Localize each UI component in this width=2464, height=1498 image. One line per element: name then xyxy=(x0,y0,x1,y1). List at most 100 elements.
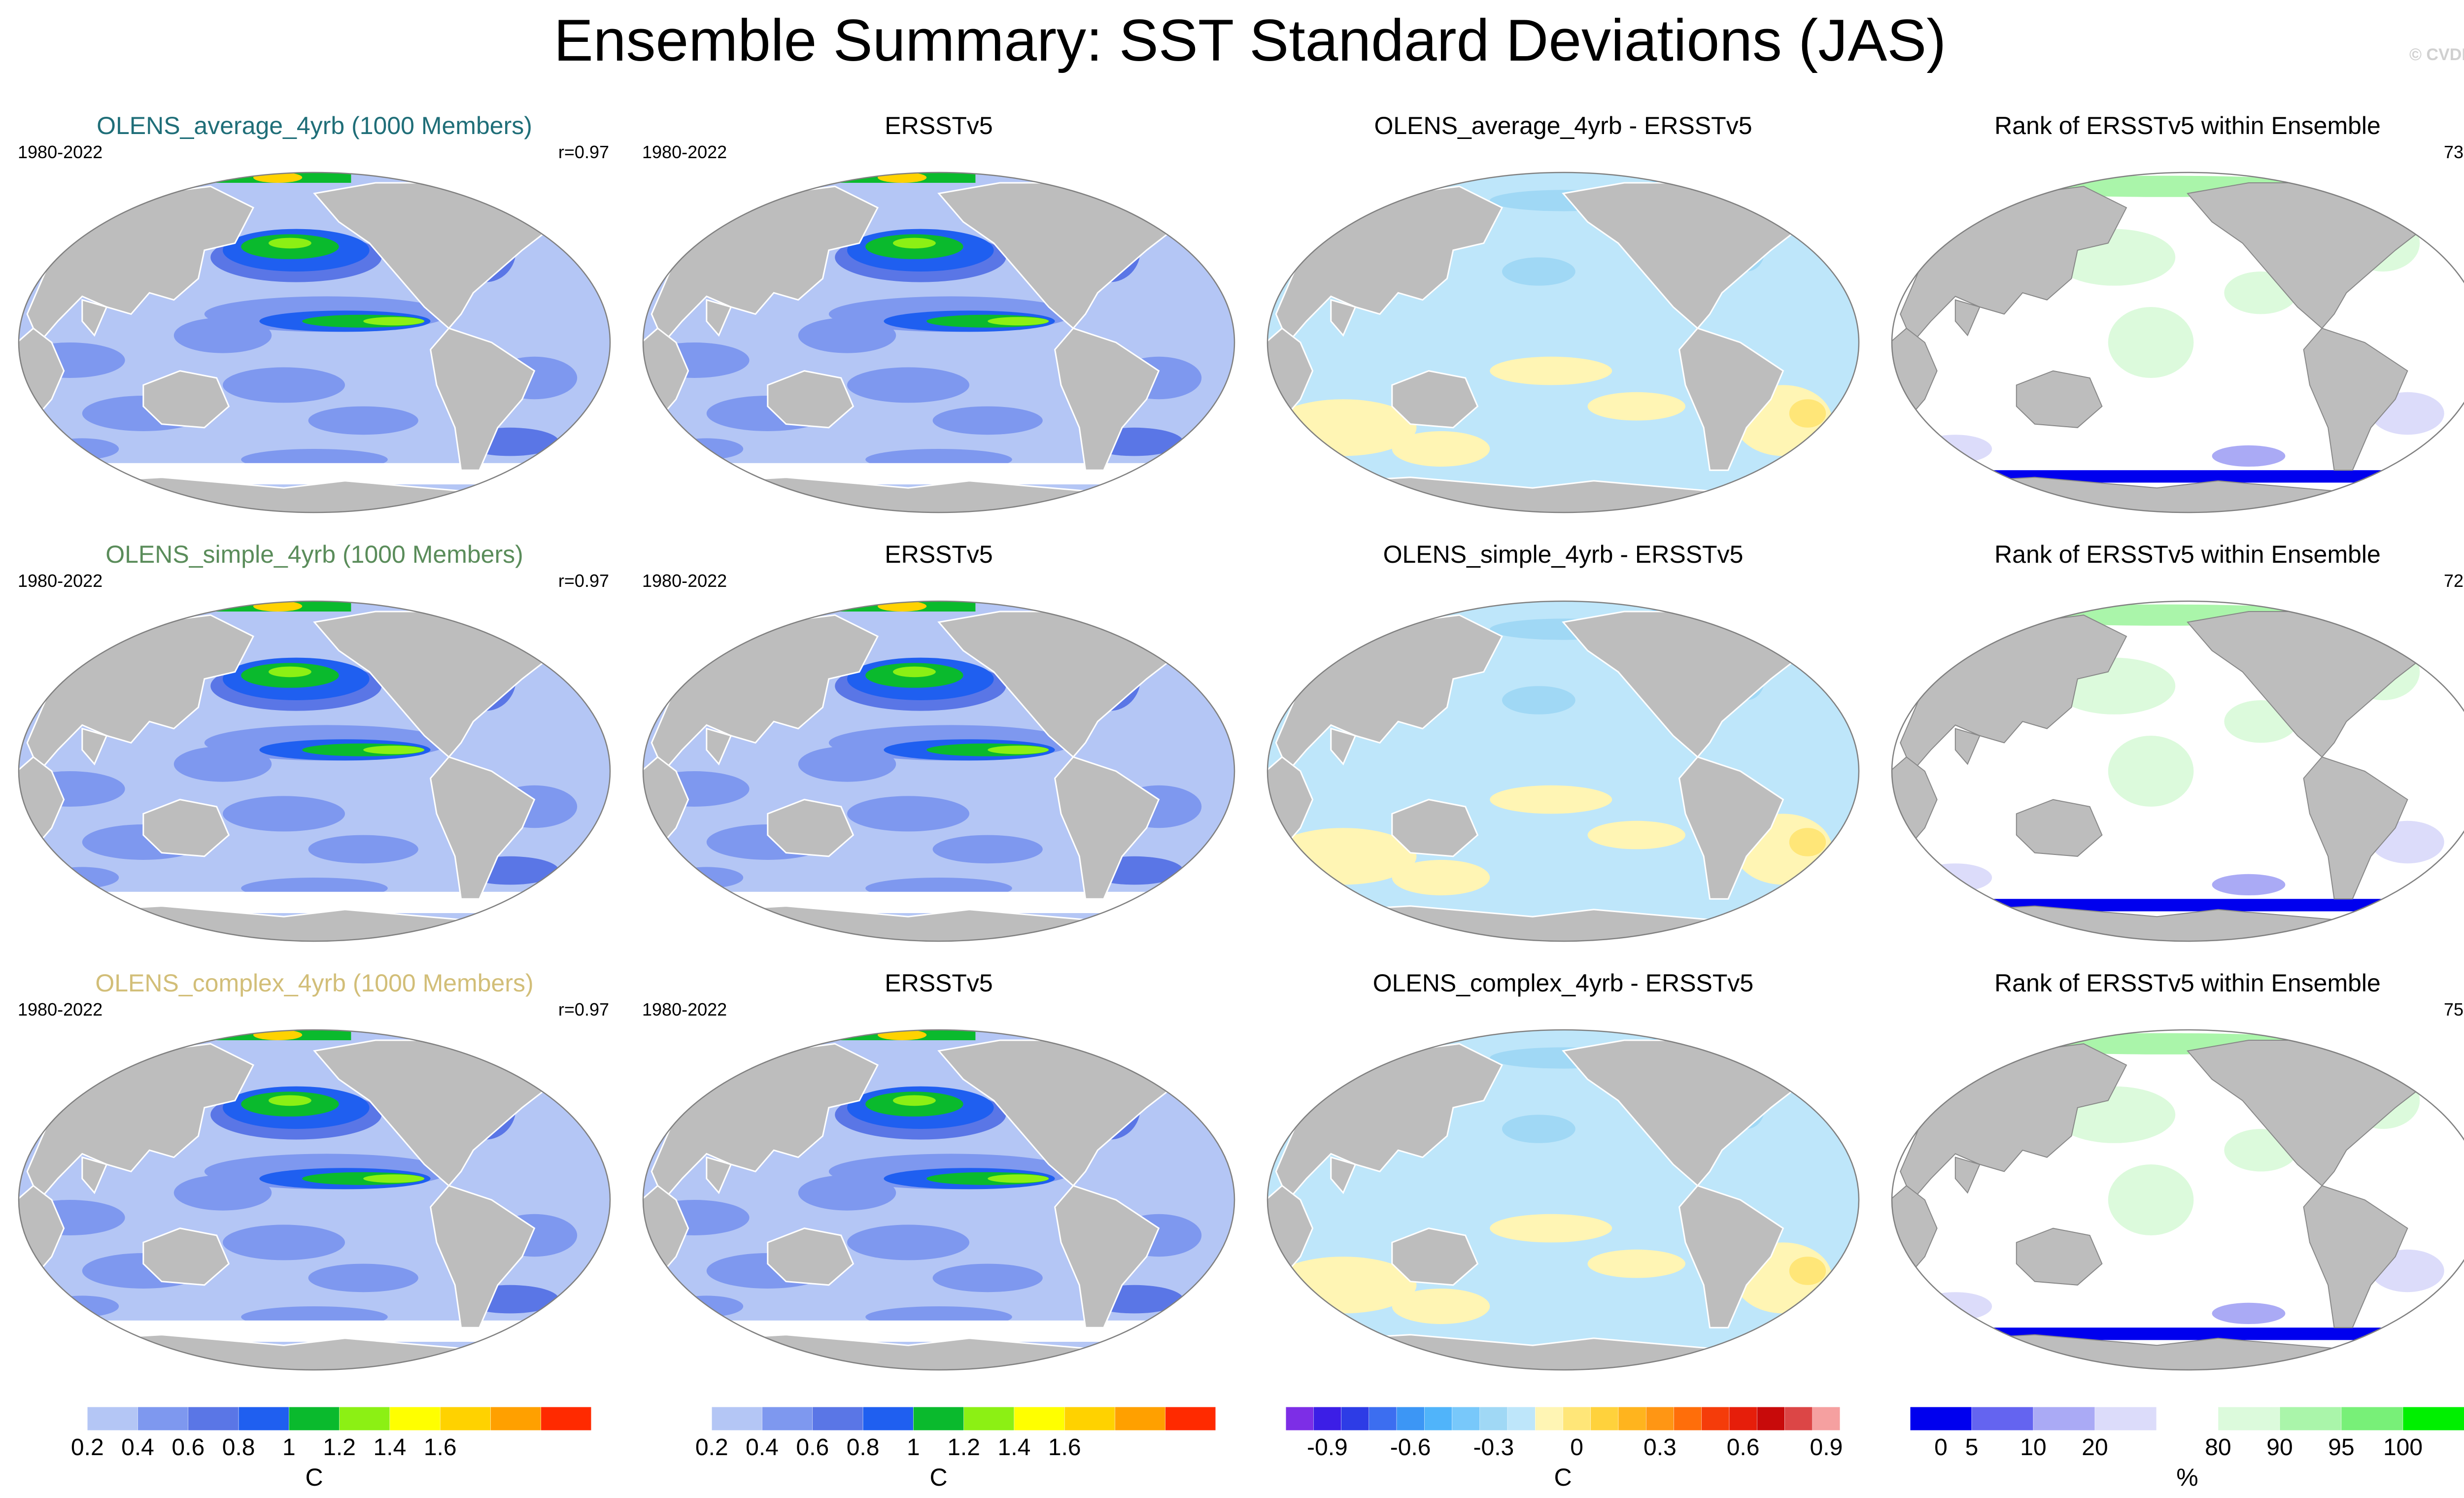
arctic-peak xyxy=(767,601,817,612)
southern-ocean-low xyxy=(643,463,1234,484)
arctic-band xyxy=(743,172,976,183)
period-label: 1980-2022 xyxy=(18,999,103,1020)
india-sea-land xyxy=(706,299,732,337)
obs-panel-row-3: ERSSTv5 1980-2022 xyxy=(633,968,1244,1382)
page-title: Ensemble Summary: SST Standard Deviation… xyxy=(553,7,1947,73)
kuroshio-peak xyxy=(893,238,936,249)
southern-ocean-low xyxy=(19,463,610,484)
diff-contour xyxy=(1490,1214,1612,1243)
india-sea-land xyxy=(1330,1156,1357,1194)
panel-title: OLENS_simple_4yrb (1000 Members) xyxy=(105,541,523,568)
map-border xyxy=(642,1029,1235,1371)
colorbar-box xyxy=(1165,1407,1216,1431)
enso-peak xyxy=(363,746,425,754)
sd-panel-row-3: OLENS_complex_4yrb (1000 Members) 1980-20… xyxy=(9,968,620,1382)
colorbar-svg: -0.9 -0.6 -0.3 0 0.3 0.6 0.9 C xyxy=(1286,1407,1843,1491)
diff-contour xyxy=(1392,860,1490,895)
enso-peak xyxy=(988,317,1049,326)
colorbar-box xyxy=(1313,1407,1341,1431)
australia-land xyxy=(142,799,230,857)
arctic-band xyxy=(119,1030,351,1040)
map-plot xyxy=(18,171,611,513)
colorbar-outline xyxy=(661,1407,1216,1431)
greenland-land xyxy=(2395,601,2464,655)
colorbar-box xyxy=(1396,1407,1425,1431)
rank-percent: 73% xyxy=(2443,142,2464,162)
colorbar-box xyxy=(2033,1407,2095,1431)
map-plot xyxy=(642,171,1235,513)
colorbar: 0.2 0.4 0.6 0.8 1 1.2 1.4 1.6 C xyxy=(661,1407,1272,1498)
arctic-peak xyxy=(143,601,192,612)
colorbar-box xyxy=(1014,1407,1065,1431)
enso-peak xyxy=(363,1174,425,1183)
rank-contour xyxy=(2212,874,2286,895)
rank-contour xyxy=(2413,1302,2464,1325)
colorbar-box xyxy=(1115,1407,1166,1431)
rank-arctic-band xyxy=(2218,172,2292,174)
southern-ocean-low xyxy=(643,891,1234,913)
colorbar-box xyxy=(913,1407,964,1431)
colorbar-tick-label: 95 xyxy=(2328,1434,2354,1461)
colorbar-box xyxy=(1784,1407,1813,1431)
map-plot xyxy=(1266,600,1860,942)
colorbar-tick-label: 90 xyxy=(2266,1434,2293,1461)
colorbar-box xyxy=(812,1407,863,1431)
colorbar-box xyxy=(2279,1407,2342,1431)
arctic-band xyxy=(743,601,976,612)
rank-percent: 75% xyxy=(2443,999,2464,1020)
antarctica-land xyxy=(650,477,1227,512)
south-america-land xyxy=(2303,1185,2408,1328)
colorbar-units: % xyxy=(2176,1464,2198,1491)
australia-land xyxy=(2016,799,2103,857)
arctic-band xyxy=(119,172,351,183)
colorbar-tick-label: 0.6 xyxy=(796,1434,829,1461)
rank-contour xyxy=(2108,307,2194,378)
obs-panel-row-1: ERSSTv5 1980-2022 xyxy=(633,111,1244,525)
colorbar-tick-label: 5 xyxy=(1965,1434,1979,1461)
period-label: 1980-2022 xyxy=(18,142,103,162)
australia-land xyxy=(767,799,855,857)
greenland-land xyxy=(1145,172,1221,227)
pattern-correlation: r=0.97 xyxy=(558,999,609,1020)
rank-panel-row-2: Rank of ERSSTv5 within Ensemble 72% xyxy=(1882,540,2464,953)
rank-arctic-band xyxy=(2218,1030,2292,1031)
australia-land xyxy=(1391,370,1479,429)
colorbar-box xyxy=(963,1407,1015,1431)
panel-title: OLENS_simple_4yrb - ERSSTv5 xyxy=(1383,541,1744,568)
south-america-land xyxy=(1678,1185,1784,1328)
watermark: © CVDP xyxy=(2409,45,2464,64)
diff-contour xyxy=(1587,820,1685,850)
map-field xyxy=(643,172,1234,512)
map-field xyxy=(1892,601,2464,941)
period-label: 1980-2022 xyxy=(642,999,727,1020)
colorbar-box xyxy=(1618,1407,1646,1431)
colorbar-units: C xyxy=(305,1464,323,1491)
sd-contour xyxy=(670,1295,744,1317)
map-plot xyxy=(1891,171,2464,513)
map-plot xyxy=(1891,1029,2464,1371)
colorbar: 0 5 10 20 80 90 95 100% xyxy=(1910,1407,2464,1498)
diff-contour xyxy=(1392,1289,1490,1324)
australia-land xyxy=(1391,1227,1479,1286)
map-field xyxy=(1892,1030,2464,1370)
australia-land xyxy=(2016,370,2103,428)
colorbar-box xyxy=(440,1407,491,1431)
map-plot xyxy=(642,1029,1235,1371)
colorbar-box xyxy=(1674,1407,1702,1431)
ocean-background xyxy=(1267,172,1859,512)
colorbar-outline xyxy=(37,1407,592,1431)
south-america-land xyxy=(430,1185,536,1328)
colorbar-box xyxy=(1369,1407,1397,1431)
colorbar: -0.9 -0.6 -0.3 0 0.3 0.6 0.9 C xyxy=(1286,1407,1897,1498)
arctic-peak xyxy=(143,1030,192,1040)
diff-contour xyxy=(1490,356,1612,385)
map-border xyxy=(1891,171,2464,513)
panel-title: Rank of ERSSTv5 within Ensemble xyxy=(1994,969,2381,997)
south-america-land xyxy=(1678,756,1784,900)
colorbar-tick-label: 0.6 xyxy=(1727,1434,1760,1461)
colorbar-tick-label: 1.4 xyxy=(998,1434,1031,1461)
panel-title: OLENS_average_4yrb (1000 Members) xyxy=(97,112,532,139)
colorbar-tick-label: 1 xyxy=(907,1434,920,1461)
map-border xyxy=(18,1029,611,1371)
south-america-land xyxy=(1054,1185,1160,1328)
